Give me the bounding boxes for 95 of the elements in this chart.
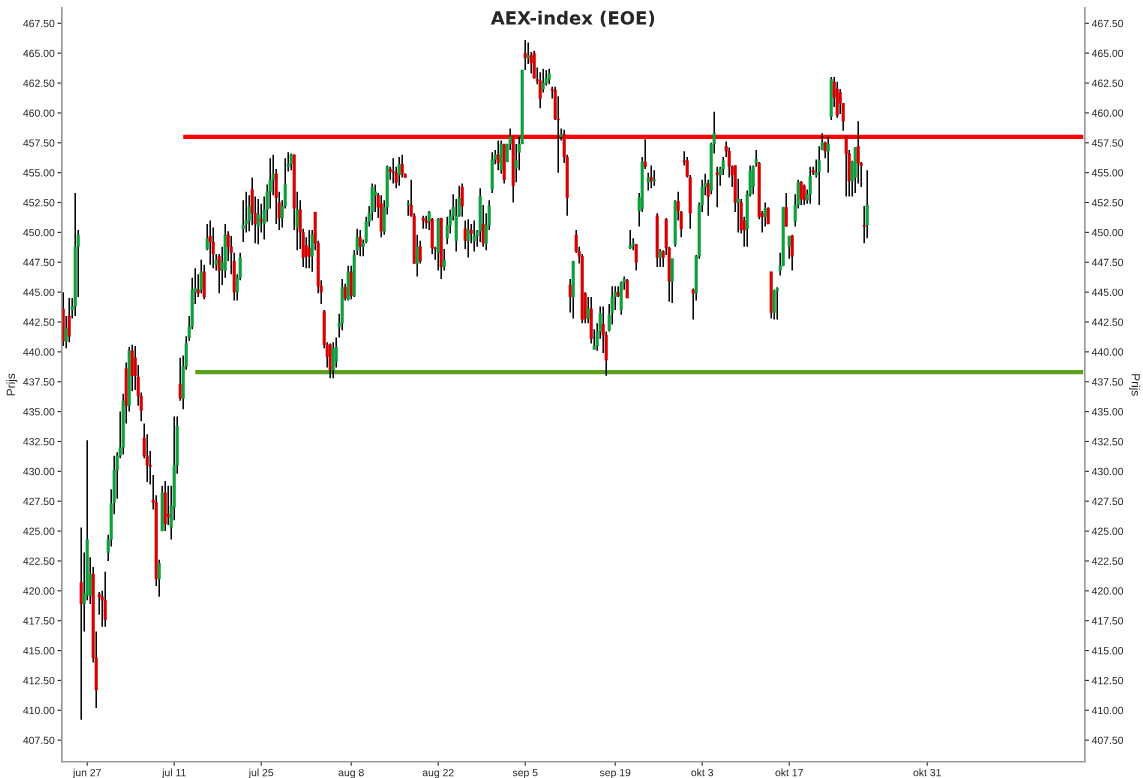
y2-tick-label: 445.00 — [1091, 288, 1124, 297]
y2-tick-label: 467.50 — [1091, 19, 1124, 28]
x-tick-label: okt 17 — [775, 768, 803, 777]
y-tick-label: 425.00 — [23, 527, 55, 535]
x-tick-label: sep 5 — [512, 768, 538, 778]
y2-axis-title: Prijs — [1129, 374, 1141, 396]
y-tick-label: 427.50 — [23, 497, 55, 506]
y2-tick-label: 407.50 — [1091, 736, 1124, 745]
candlestick — [538, 71, 542, 109]
x-tick-label: sep 19 — [599, 768, 631, 778]
x-tick-label: okt 31 — [913, 768, 941, 777]
y2-tick-label: 425.00 — [1091, 527, 1124, 535]
y-tick-label: 420.00 — [23, 587, 55, 595]
candlestick — [295, 191, 299, 252]
candlestick — [523, 39, 527, 71]
y2-tick-label: 465.00 — [1091, 49, 1124, 58]
y2-tick-label: 410.00 — [1091, 706, 1124, 715]
candlestick — [670, 257, 674, 304]
y2-tick-label: 417.50 — [1091, 617, 1124, 625]
y2-tick-label: 415.00 — [1091, 647, 1124, 655]
candlestick — [397, 156, 401, 187]
candlestick — [568, 278, 572, 314]
y-tick-label: 450.00 — [23, 228, 55, 237]
candlestick — [310, 229, 314, 273]
y-tick-label: 432.50 — [23, 437, 55, 446]
y-tick-label: 462.50 — [23, 79, 55, 87]
candlestick — [772, 288, 776, 321]
candlestick — [649, 164, 653, 189]
y-tick-label: 437.50 — [23, 378, 55, 386]
y2-tick-label: 422.50 — [1091, 557, 1124, 565]
candlestick — [256, 198, 260, 246]
candlestick — [415, 234, 419, 278]
candlestick — [790, 234, 794, 272]
candlestick — [652, 169, 656, 187]
candlestick — [79, 526, 83, 721]
y-tick-label: 460.00 — [23, 109, 55, 117]
y2-tick-label: 427.50 — [1091, 497, 1124, 506]
y-tick-label: 440.00 — [23, 348, 55, 356]
y-tick-label: 442.50 — [23, 318, 55, 326]
y-tick-label: 422.50 — [23, 557, 55, 565]
y2-tick-label: 457.50 — [1091, 139, 1124, 147]
x-tick-label: jul 25 — [248, 768, 274, 778]
y2-tick-label: 437.50 — [1091, 378, 1124, 386]
y-tick-label: 445.00 — [23, 288, 55, 297]
x-tick-label: aug 8 — [338, 768, 364, 778]
candlestick — [370, 182, 374, 222]
y2-tick-label: 462.50 — [1091, 79, 1124, 87]
candlestick — [421, 214, 425, 230]
candlestick — [307, 229, 311, 269]
y-tick-label: 415.00 — [23, 647, 55, 655]
candlestick — [625, 278, 629, 299]
y2-tick-label: 440.00 — [1091, 348, 1124, 356]
candlestick — [460, 182, 464, 218]
y2-tick-label: 412.50 — [1091, 676, 1124, 685]
y2-tick-label: 435.00 — [1091, 408, 1124, 416]
candlestick — [784, 192, 788, 228]
y-tick-label: 457.50 — [23, 139, 55, 147]
candlestick — [73, 192, 77, 317]
y2-tick-label: 447.50 — [1091, 258, 1124, 267]
candlestick — [199, 259, 203, 295]
candlestick — [715, 165, 719, 209]
y-tick-label: 455.00 — [23, 169, 55, 177]
candlestick — [103, 570, 107, 628]
x-tick-label: jul 11 — [161, 768, 186, 778]
y2-tick-label: 460.00 — [1091, 109, 1124, 117]
y2-tick-label: 430.00 — [1091, 467, 1124, 476]
y-tick-label: 430.00 — [23, 467, 55, 476]
y2-tick-label: 452.50 — [1091, 199, 1124, 207]
x-tick-label: jun 27 — [72, 768, 101, 778]
candlestick — [391, 157, 395, 185]
chart-title: AEX-index (EOE) — [490, 10, 655, 27]
y-tick-label: 447.50 — [23, 258, 55, 267]
x-tick-label: aug 22 — [422, 768, 454, 778]
y-tick-label: 465.00 — [23, 49, 55, 58]
y-tick-label: 412.50 — [23, 676, 55, 685]
y2-tick-label: 450.00 — [1091, 228, 1124, 237]
y-tick-label: 407.50 — [23, 736, 55, 745]
candlestick — [208, 219, 212, 266]
candlestick — [424, 214, 428, 230]
y2-tick-label: 420.00 — [1091, 587, 1124, 595]
y-tick-label: 452.50 — [23, 199, 55, 207]
candlestick — [466, 218, 470, 259]
candlestick — [865, 169, 869, 240]
y-tick-label: 417.50 — [23, 617, 55, 625]
y-tick-label: 410.00 — [23, 706, 55, 715]
y-tick-label: 435.00 — [23, 408, 55, 416]
y2-tick-label: 455.00 — [1091, 169, 1124, 177]
candlestick — [775, 286, 779, 321]
y-axis-title: Prijs — [6, 373, 18, 396]
y2-tick-label: 432.50 — [1091, 437, 1124, 446]
y2-tick-label: 442.50 — [1091, 318, 1124, 326]
candlestick — [67, 297, 71, 344]
candlestick — [817, 145, 821, 206]
x-tick-label: okt 3 — [691, 768, 714, 777]
y-tick-label: 467.50 — [23, 19, 55, 28]
